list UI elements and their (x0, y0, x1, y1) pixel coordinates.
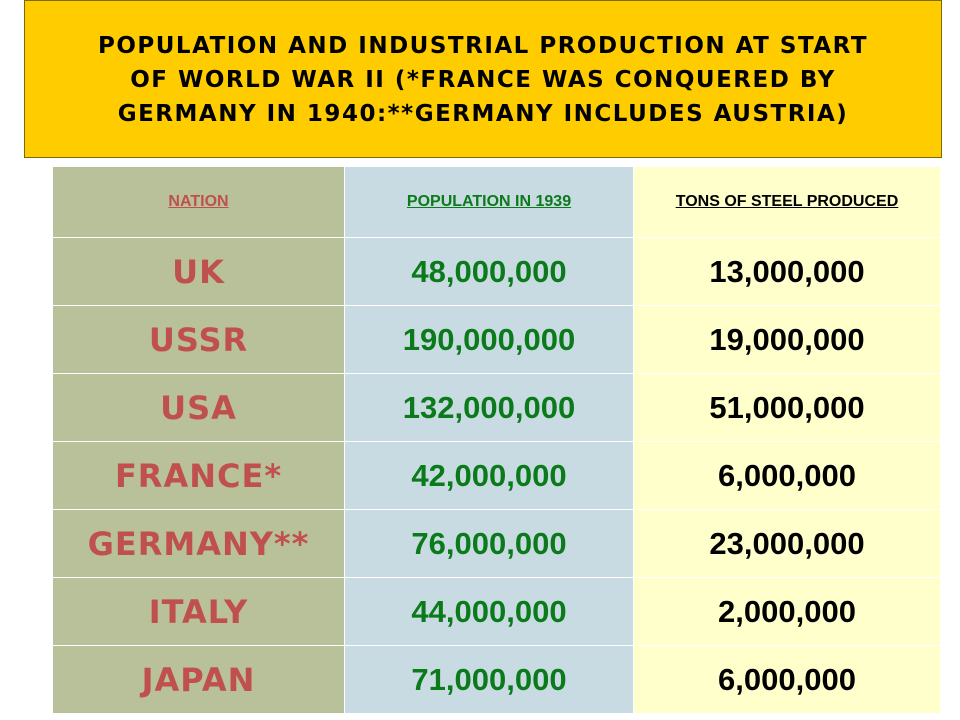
table-header-row: NATION POPULATION IN 1939 TONS OF STEEL … (52, 166, 941, 238)
steel-cell: 6,000,000 (633, 441, 941, 510)
page-title: POPULATION AND INDUSTRIAL PRODUCTION AT … (97, 33, 869, 127)
population-cell: 132,000,000 (344, 373, 634, 442)
nation-cell: GERMANY** (52, 509, 345, 578)
header-population: POPULATION IN 1939 (406, 193, 572, 210)
nation-cell: UK (52, 237, 345, 306)
table-row: FRANCE* 42,000,000 6,000,000 (52, 441, 941, 510)
nation-cell: USSR (52, 305, 345, 374)
steel-cell: 13,000,000 (633, 237, 941, 306)
population-cell: 71,000,000 (344, 645, 634, 714)
nation-cell: ITALY (52, 577, 345, 646)
header-steel-cell: TONS OF STEEL PRODUCED (633, 166, 941, 238)
header-nation-cell: NATION (52, 166, 345, 238)
table-row: ITALY 44,000,000 2,000,000 (52, 577, 941, 646)
nation-cell: JAPAN (52, 645, 345, 714)
header-nation: NATION (168, 193, 229, 210)
steel-cell: 23,000,000 (633, 509, 941, 578)
table-row: USA 132,000,000 51,000,000 (52, 373, 941, 442)
population-cell: 48,000,000 (344, 237, 634, 306)
table-row: USSR 190,000,000 19,000,000 (52, 305, 941, 374)
nation-cell: USA (52, 373, 345, 442)
header-steel: TONS OF STEEL PRODUCED (675, 193, 899, 210)
steel-cell: 51,000,000 (633, 373, 941, 442)
population-cell: 190,000,000 (344, 305, 634, 374)
table-row: GERMANY** 76,000,000 23,000,000 (52, 509, 941, 578)
population-cell: 76,000,000 (344, 509, 634, 578)
data-table: NATION POPULATION IN 1939 TONS OF STEEL … (52, 166, 941, 714)
population-cell: 42,000,000 (344, 441, 634, 510)
nation-cell: FRANCE* (52, 441, 345, 510)
table-row: JAPAN 71,000,000 6,000,000 (52, 645, 941, 714)
header-population-cell: POPULATION IN 1939 (344, 166, 634, 238)
title-banner: POPULATION AND INDUSTRIAL PRODUCTION AT … (24, 0, 942, 158)
steel-cell: 2,000,000 (633, 577, 941, 646)
population-cell: 44,000,000 (344, 577, 634, 646)
table-row: UK 48,000,000 13,000,000 (52, 237, 941, 306)
steel-cell: 6,000,000 (633, 645, 941, 714)
steel-cell: 19,000,000 (633, 305, 941, 374)
